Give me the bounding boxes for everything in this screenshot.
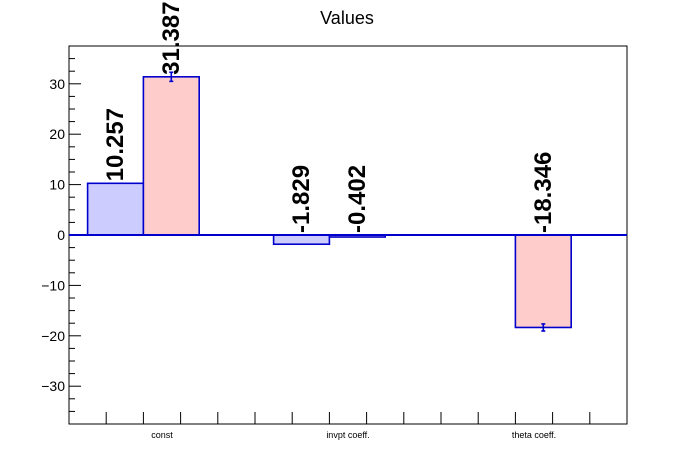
y-tick-label: −10	[41, 277, 65, 293]
x-tick-label: theta coeff.	[512, 430, 556, 440]
data-label: 31.387	[158, 1, 185, 74]
data-label: -0.402	[344, 165, 371, 233]
bar	[86, 182, 145, 236]
bar	[142, 76, 200, 236]
y-tick-label: −30	[41, 378, 65, 394]
y-tick-label: 30	[49, 76, 65, 92]
y-tick-label: 20	[49, 126, 65, 142]
data-label: -1.829	[288, 165, 315, 233]
x-tick-label: const	[151, 430, 173, 440]
y-tick-label: 10	[49, 177, 65, 193]
chart-title: Values	[320, 8, 374, 28]
y-tick-label: 0	[57, 227, 65, 243]
bar	[514, 234, 573, 329]
data-label: 10.257	[102, 108, 129, 181]
x-tick-label: invpt coeff.	[326, 430, 369, 440]
plot-area: −30 −20 −10 0 10 20 30 const invpt coeff. theta c…	[41, 1, 628, 440]
bar	[272, 234, 331, 246]
y-tick-label: −20	[41, 328, 65, 344]
data-label: -18.346	[530, 152, 557, 233]
